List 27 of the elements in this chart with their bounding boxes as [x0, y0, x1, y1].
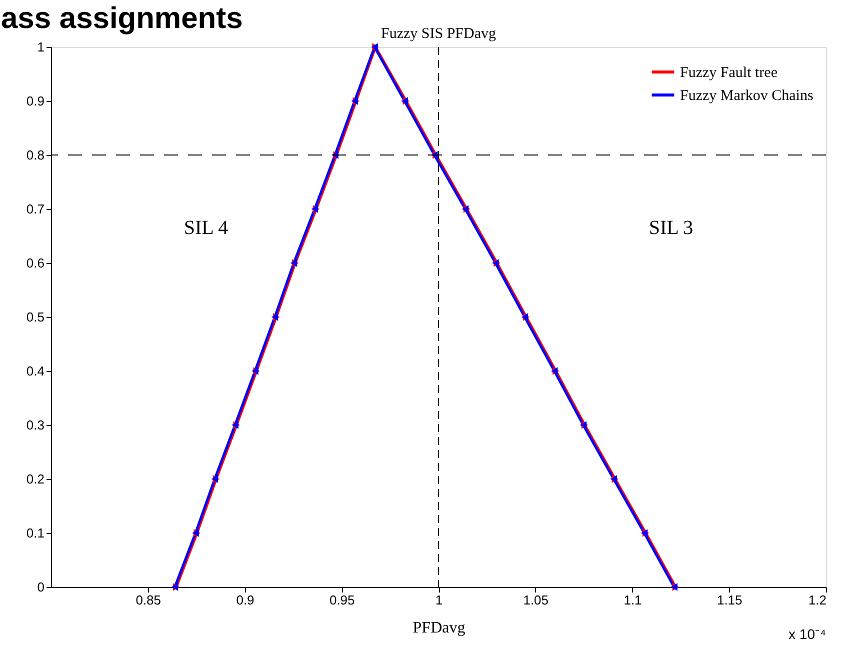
y-tick-label: 0.6 — [26, 256, 44, 270]
y-tick-label: 0.3 — [26, 418, 44, 432]
x-axis-title: PFDavg — [412, 620, 466, 636]
y-tick-label: 0.7 — [26, 202, 44, 216]
x-tick-label: 1.1 — [624, 592, 642, 608]
y-tick-label: 0.5 — [26, 310, 44, 324]
y-tick-label: 0 — [37, 580, 44, 594]
x-tick-label: 0.95 — [329, 592, 355, 608]
x-tick-label: 0.85 — [136, 592, 162, 608]
text: x 10⁻⁴ — [788, 626, 826, 642]
y-tick-label: 0.9 — [26, 94, 44, 108]
legend-label: Fuzzy Fault tree — [680, 65, 778, 81]
chart-title: Fuzzy SIS PFDavg — [380, 26, 497, 42]
x-tick-label: 1 — [435, 592, 443, 608]
x-tick-label: 0.9 — [236, 592, 254, 608]
y-tick-label: 0.8 — [26, 148, 44, 162]
y-tick-label: 1 — [37, 40, 44, 54]
y-tick-label: 0.2 — [26, 472, 44, 486]
annotation: SIL 3 — [648, 216, 694, 239]
annotation: SIL 4 — [184, 216, 228, 239]
x-tick-label: 1.05 — [523, 592, 549, 608]
text: ass assignments — [1, 2, 243, 35]
y-tick-label: 0.4 — [26, 364, 44, 378]
x-tick-label: 1.2 — [808, 592, 826, 608]
y-tick-label: 0.1 — [26, 526, 44, 540]
x-tick-label: 1.15 — [716, 592, 742, 608]
legend-label: Fuzzy Markov Chains — [680, 88, 814, 104]
